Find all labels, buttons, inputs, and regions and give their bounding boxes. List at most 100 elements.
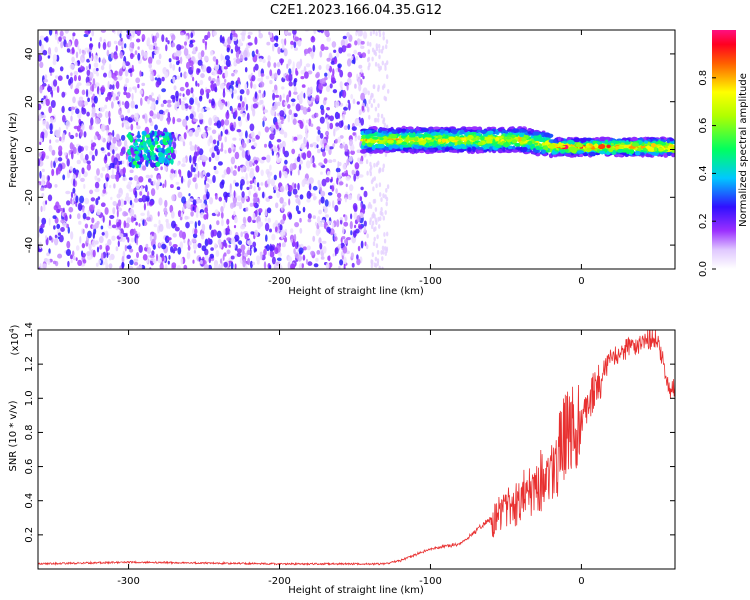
spectrogram-noise-speckle: [127, 108, 131, 114]
y-tick-label: 0.2: [24, 527, 35, 543]
spectrogram-noise-speckle: [188, 241, 192, 246]
spectrogram-noise-speckle: [123, 139, 128, 147]
spectrogram-noise-speckle: [271, 105, 277, 111]
spectrogram-noise-speckle: [354, 224, 357, 229]
spectrogram-noise-speckle: [133, 228, 136, 235]
spectrogram-noise-speckle: [288, 212, 293, 220]
spectrogram-noise-speckle: [352, 98, 356, 105]
spectrogram-noise-speckle: [233, 211, 236, 217]
spectrogram-noise-speckle: [161, 243, 167, 250]
spectrogram-noise-speckle: [382, 215, 385, 221]
spectrogram-noise-speckle: [192, 76, 195, 82]
spectrogram-signal-band: [568, 146, 576, 152]
spectrogram-noise-speckle: [320, 146, 326, 153]
spectrogram-noise-speckle: [190, 32, 194, 39]
spectrogram-noise-speckle: [224, 78, 227, 83]
spectrogram-noise-speckle: [385, 188, 388, 193]
spectrogram-noise-speckle: [253, 142, 258, 148]
spectrogram-noise-speckle: [288, 90, 292, 98]
spectrogram-cluster-blob: [164, 158, 168, 165]
spectrogram-noise-speckle: [208, 179, 213, 185]
spectrogram-noise-speckle: [112, 149, 115, 155]
spectrogram-noise-speckle: [332, 68, 335, 76]
spectrogram-noise-speckle: [359, 196, 363, 202]
spectrogram-noise-speckle: [82, 212, 87, 220]
spectrogram-noise-speckle: [276, 191, 281, 199]
spectrogram-noise-speckle: [39, 137, 43, 143]
spectrogram-noise-speckle: [111, 224, 117, 229]
spectrogram-noise-speckle: [256, 260, 260, 265]
spectrogram-noise-speckle: [312, 63, 315, 71]
spectrogram-noise-speckle: [73, 125, 79, 130]
spectrogram-noise-speckle: [277, 46, 281, 55]
spectrogram-noise-speckle: [201, 64, 207, 73]
spectrogram-noise-speckle: [276, 62, 281, 68]
spectrogram-noise-speckle: [302, 206, 306, 213]
spectrogram-noise-speckle: [320, 196, 325, 204]
spectrogram-noise-speckle: [229, 32, 233, 41]
spectrogram-cluster-blob: [139, 141, 144, 146]
spectrogram-noise-speckle: [281, 86, 285, 90]
spectrogram-noise-speckle: [246, 249, 251, 255]
spectrogram-noise-speckle: [345, 183, 348, 188]
spectrogram-noise-speckle: [207, 237, 211, 245]
spectrogram-noise-speckle: [264, 217, 267, 222]
spectrogram-noise-speckle: [47, 258, 51, 265]
spectrogram-noise-speckle: [302, 106, 308, 115]
spectrogram-noise-speckle: [94, 148, 98, 157]
spectrogram-noise-speckle: [88, 51, 92, 59]
spectrogram-signal-band: [448, 136, 455, 141]
spectrogram-noise-speckle: [359, 212, 364, 219]
spectrogram-cluster-blob: [168, 139, 172, 146]
spectrogram-noise-speckle: [344, 143, 349, 152]
spectrogram-signal-band: [541, 149, 546, 154]
spectrogram-noise-speckle: [90, 197, 96, 202]
spectrogram-noise-speckle: [249, 260, 253, 269]
spectrogram-noise-speckle: [345, 169, 349, 178]
spectrogram-noise-speckle: [346, 58, 352, 67]
spectrogram-signal-band: [511, 149, 519, 153]
spectrogram-cluster-blob: [157, 152, 164, 157]
spectrogram-noise-speckle: [130, 215, 135, 223]
spectrogram-noise-speckle: [310, 123, 314, 127]
spectrogram-signal-band: [475, 133, 482, 136]
spectrogram-noise-speckle: [307, 213, 312, 220]
spectrogram-noise-speckle: [342, 163, 347, 170]
spectrogram-noise-speckle: [77, 259, 83, 266]
spectrogram-noise-speckle: [72, 32, 76, 37]
spectrogram-signal-band: [437, 138, 442, 143]
spectrogram-noise-speckle: [243, 96, 247, 105]
spectrogram-noise-speckle: [56, 208, 61, 214]
spectrogram-noise-speckle: [241, 101, 245, 108]
spectrogram-noise-speckle: [58, 36, 62, 42]
spectrogram-signal-band: [594, 143, 598, 149]
spectrogram-noise-speckle: [259, 251, 263, 261]
spectrogram-noise-speckle: [301, 143, 306, 150]
spectrogram-noise-speckle: [167, 237, 172, 241]
spectrogram-noise-speckle: [56, 129, 61, 138]
spectrogram-noise-speckle: [109, 215, 115, 219]
spectrogram-noise-speckle: [318, 209, 322, 215]
spectrogram-noise-speckle: [334, 100, 340, 108]
spectrogram-noise-speckle: [270, 178, 275, 187]
spectrogram-noise-speckle: [274, 42, 279, 48]
spectrogram-noise-speckle: [129, 200, 133, 206]
spectrogram-noise-speckle: [295, 67, 298, 75]
spectrogram-signal-band: [377, 131, 381, 136]
spectrogram-noise-speckle: [86, 165, 90, 170]
spectrogram-cluster-blob: [168, 133, 172, 138]
spectrogram-noise-speckle: [78, 220, 82, 225]
spectrogram-noise-speckle: [149, 234, 153, 242]
spectrogram-noise-speckle: [245, 172, 248, 181]
spectrogram-noise-speckle: [226, 218, 230, 225]
spectrogram-noise-speckle: [384, 66, 387, 71]
spectrogram-noise-speckle: [183, 132, 187, 140]
spectrogram-noise-speckle: [152, 244, 156, 250]
spectrogram-noise-speckle: [299, 227, 303, 234]
spectrogram-noise-speckle: [138, 198, 143, 203]
spectrogram-noise-speckle: [264, 126, 270, 133]
spectrogram-noise-speckle: [322, 151, 326, 157]
spectrogram-noise-speckle: [262, 93, 265, 98]
spectrogram-noise-speckle: [294, 86, 297, 93]
